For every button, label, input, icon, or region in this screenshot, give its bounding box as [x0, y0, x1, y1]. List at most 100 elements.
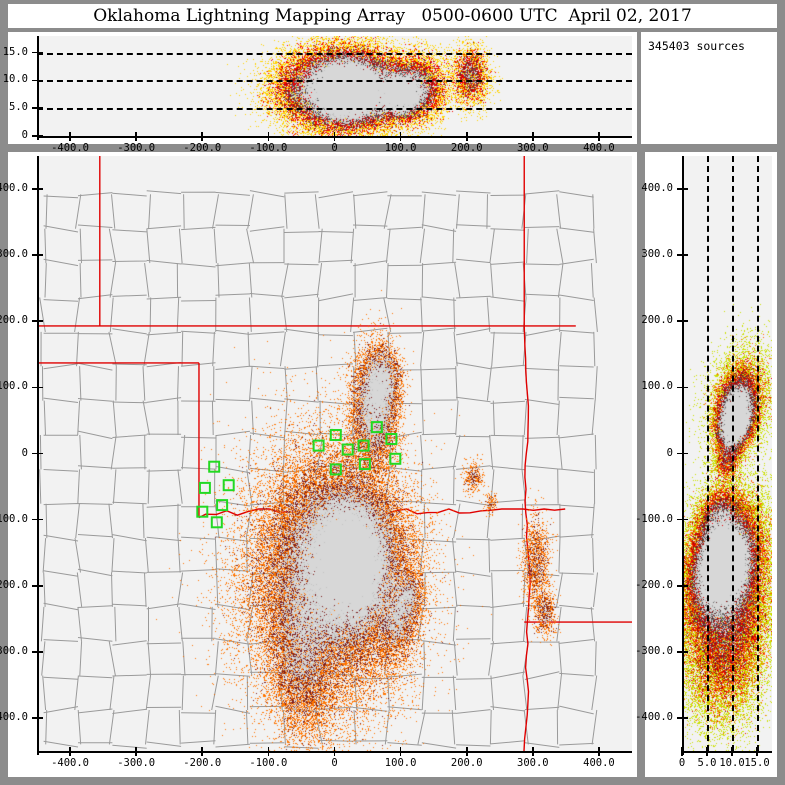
map-y-tick: [32, 651, 43, 653]
map-x-ticklabel: 100.0: [384, 757, 417, 769]
map-y-tick: [32, 717, 43, 719]
map-y-ticklabel: 300.0: [0, 248, 28, 261]
map-plot-area[interactable]: [37, 156, 632, 751]
top-x-ticklabel: -200.0: [183, 142, 222, 154]
top-x-ticklabel: -400.0: [51, 142, 90, 154]
map-y-ticklabel: -300.0: [0, 644, 28, 657]
top-plot-area[interactable]: [37, 36, 632, 136]
right-y-tick: [677, 188, 688, 190]
map-x-tick: [598, 747, 600, 756]
map-panel: [8, 152, 637, 777]
map-x-ticklabel: -400.0: [51, 757, 90, 769]
right-x-tick: [731, 747, 733, 756]
right-y-tick: [677, 717, 688, 719]
map-y-tick: [32, 320, 43, 323]
map-y-ticklabel: -200.0: [0, 578, 28, 591]
top-density-scatter: [37, 36, 632, 136]
lma-station-marker[interactable]: [329, 429, 342, 441]
right-y-ticklabel: 0: [666, 446, 673, 459]
top-y-ticklabel: 5.0: [9, 101, 28, 114]
lma-station-marker[interactable]: [358, 458, 371, 471]
right-y-ticklabel: -300.0: [635, 644, 673, 657]
map-y-ticklabel: -100.0: [0, 512, 28, 525]
right-x-ticklabel: 10.0: [719, 757, 745, 769]
top-gridline: [37, 108, 632, 111]
top-panel: [8, 32, 637, 144]
map-x-ticklabel: 200.0: [450, 757, 483, 769]
right-x-tick: [756, 747, 758, 756]
map-x-tick: [135, 747, 137, 756]
lma-station-marker[interactable]: [357, 439, 370, 452]
map-y-ticklabel: 400.0: [0, 182, 28, 195]
right-y-tick: [677, 584, 688, 587]
map-density-scatter: [37, 156, 632, 751]
lma-station-marker[interactable]: [198, 481, 211, 494]
right-y-ticklabel: -100.0: [635, 512, 673, 525]
sources-count-label: 345403 sources: [648, 39, 745, 53]
map-x-tick: [465, 747, 468, 756]
map-y-tick: [32, 518, 43, 521]
right-gridline: [732, 156, 734, 751]
top-x-ticklabel: -100.0: [249, 142, 288, 154]
map-x-ticklabel: -300.0: [117, 757, 156, 769]
top-x-ticklabel: 300.0: [517, 142, 549, 154]
right-y-tick: [677, 452, 688, 455]
lma-station-marker[interactable]: [216, 499, 229, 512]
right-y-ticklabel: 200.0: [641, 314, 673, 327]
lma-station-marker[interactable]: [341, 443, 354, 456]
top-x-tick: [267, 132, 270, 141]
map-y-ticklabel: 0: [21, 446, 28, 459]
lma-station-marker[interactable]: [329, 463, 342, 476]
top-x-tick: [69, 132, 71, 141]
right-x-tick: [706, 747, 708, 756]
top-y-ticklabel: 0: [21, 129, 28, 141]
map-x-tick: [333, 747, 336, 756]
map-y-tick: [32, 188, 43, 190]
top-y-ticklabel: 15.0: [2, 45, 28, 58]
top-x-tick: [399, 132, 402, 141]
map-x-tick: [69, 747, 71, 756]
map-x-tick: [267, 747, 270, 756]
top-x-ticklabel: -300.0: [117, 142, 156, 154]
lma-station-marker[interactable]: [210, 516, 223, 529]
map-x-tick: [201, 747, 204, 756]
station-marker-layer: [196, 421, 402, 529]
lma-station-marker[interactable]: [196, 505, 209, 518]
right-x-axis: [682, 751, 772, 753]
right-y-ticklabel: -400.0: [635, 710, 673, 723]
right-y-axis: [682, 156, 684, 755]
map-x-ticklabel: 0: [331, 757, 338, 769]
top-y-axis: [37, 36, 39, 140]
top-x-tick: [333, 132, 336, 141]
map-y-ticklabel: 100.0: [0, 380, 28, 393]
sources-panel: 345403 sources: [641, 32, 777, 144]
top-gridline: [37, 52, 632, 55]
right-y-ticklabel: 100.0: [641, 380, 673, 393]
right-gridline: [757, 156, 759, 751]
top-gridline: [37, 80, 632, 83]
lma-station-marker[interactable]: [389, 452, 402, 465]
lma-station-marker[interactable]: [312, 439, 325, 452]
lma-station-marker[interactable]: [370, 421, 383, 434]
right-y-tick: [677, 651, 688, 653]
right-x-ticklabel: 5.0: [697, 757, 717, 769]
map-y-ticklabel: 200.0: [0, 314, 28, 327]
right-y-tick: [677, 320, 688, 323]
top-y-ticklabel: 10.0: [2, 73, 28, 86]
top-x-ticklabel: 200.0: [450, 142, 483, 154]
right-x-ticklabel: 15.0: [744, 757, 770, 769]
lma-station-marker[interactable]: [385, 433, 398, 445]
right-x-tick: [681, 747, 683, 756]
lma-station-marker[interactable]: [208, 460, 221, 473]
map-x-ticklabel: -100.0: [249, 757, 288, 769]
map-y-tick: [32, 386, 43, 389]
top-x-ticklabel: 100.0: [384, 142, 417, 154]
right-y-tick: [677, 386, 688, 389]
top-x-ticklabel: 0: [331, 142, 338, 154]
lma-station-marker[interactable]: [222, 479, 235, 492]
top-x-ticklabel: 400.0: [583, 142, 615, 154]
title-bar: Oklahoma Lightning Mapping Array 0500-06…: [8, 4, 777, 28]
right-y-tick: [677, 518, 688, 521]
map-y-tick: [32, 452, 43, 455]
